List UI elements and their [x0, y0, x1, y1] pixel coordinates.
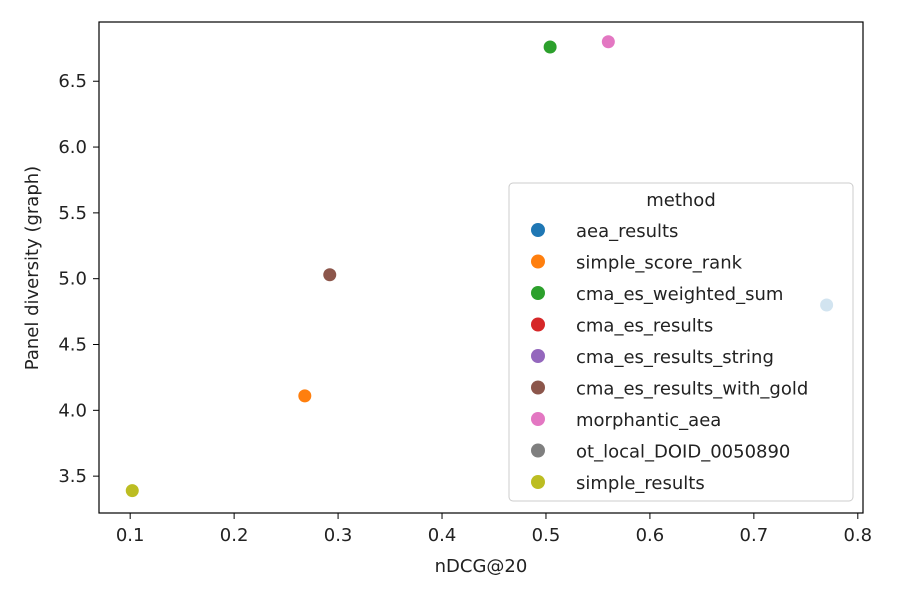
legend-marker: [531, 317, 545, 332]
legend-marker: [531, 443, 545, 458]
x-axis-ticks: 0.1 0.2 0.3 0.4 0.5 0.6 0.7 0.8: [116, 513, 872, 546]
point-morphantic-aea: [601, 35, 615, 49]
plot-frame: [98, 21, 864, 514]
legend-marker: [531, 254, 545, 269]
x-tick-label: 0.1: [116, 525, 145, 546]
y-tick-label: 4.0: [58, 400, 87, 421]
x-tick-label: 0.4: [428, 525, 457, 546]
legend-label: cma_es_results_string: [576, 347, 774, 368]
y-axis-ticks: 3.5 4.0 4.5 5.0 5.5 6.0 6.5: [58, 71, 99, 487]
legend: method aea_results simple_score_rank cma_e…: [508, 182, 854, 502]
legend-label: aea_results: [576, 221, 678, 242]
point-cma-es-results-with-gold: [323, 268, 337, 282]
legend-marker: [531, 412, 545, 426]
legend-label: cma_es_results_with_gold: [576, 379, 808, 400]
y-tick-label: 5.0: [58, 269, 87, 290]
legend-marker: [531, 380, 545, 395]
y-tick-label: 6.0: [58, 137, 87, 158]
legend-title: method: [646, 190, 716, 211]
point-cma-es-weighted-sum: [543, 40, 557, 54]
legend-marker: [531, 286, 545, 300]
legend-label: ot_local_DOID_0050890: [576, 442, 790, 463]
point-simple-results: [125, 484, 139, 498]
x-tick-label: 0.5: [532, 525, 561, 546]
legend-label: cma_es_weighted_sum: [576, 284, 783, 305]
x-tick-label: 0.6: [636, 525, 665, 546]
legend-marker: [531, 475, 545, 489]
legend-marker: [531, 349, 545, 363]
y-tick-label: 3.5: [58, 466, 87, 487]
legend-marker: [531, 223, 545, 237]
y-axis-label: Panel diversity (graph): [22, 166, 43, 370]
legend-label: cma_es_results: [576, 316, 713, 337]
x-axis-label: nDCG@20: [435, 556, 528, 577]
legend-label: morphantic_aea: [576, 410, 721, 431]
legend-label: simple_score_rank: [576, 253, 743, 274]
x-tick-label: 0.8: [843, 525, 872, 546]
legend-entries: aea_results simple_score_rank cma_es_weigh…: [531, 221, 808, 494]
point-simple-score-rank: [298, 389, 312, 403]
y-tick-label: 4.5: [58, 335, 87, 356]
y-tick-label: 5.5: [58, 203, 87, 224]
y-tick-label: 6.5: [58, 71, 87, 92]
x-tick-label: 0.2: [220, 525, 249, 546]
legend-label: simple_results: [576, 473, 705, 494]
x-tick-label: 0.3: [324, 525, 353, 546]
x-tick-label: 0.7: [740, 525, 769, 546]
legend-box: [508, 182, 854, 502]
